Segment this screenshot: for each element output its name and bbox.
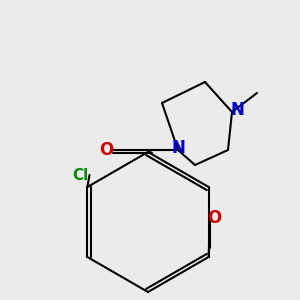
Text: N: N <box>230 101 244 119</box>
Text: N: N <box>171 139 185 157</box>
Text: O: O <box>99 141 113 159</box>
Text: O: O <box>207 209 222 227</box>
Text: Cl: Cl <box>72 167 88 182</box>
